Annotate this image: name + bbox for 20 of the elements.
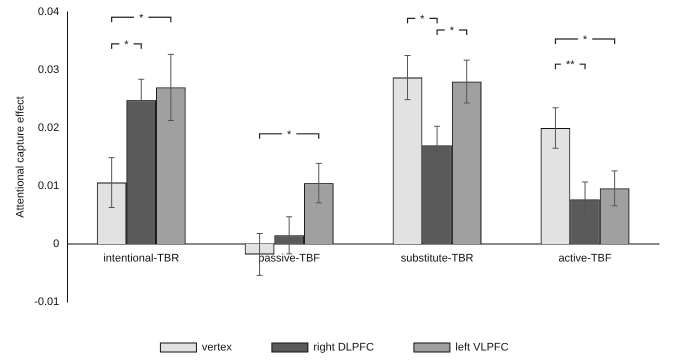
annotation: ** <box>566 59 576 72</box>
legend-label: right DLPFC <box>313 342 374 354</box>
y-tick-label: 0.01 <box>38 180 60 192</box>
y-tick-label: -0.01 <box>34 296 60 308</box>
y-tick-label: 0.04 <box>38 6 60 18</box>
legend-label: vertex <box>202 342 232 354</box>
x-tick-label: active-TBF <box>558 252 612 265</box>
legend-label: left VLPFC <box>455 342 509 354</box>
y-axis-title: Attentional capture effect <box>14 96 27 218</box>
annotation: * <box>139 12 144 24</box>
y-tick-label: 0.02 <box>38 122 60 134</box>
y-tick-label: 0 <box>53 238 60 250</box>
annotation: * <box>450 25 455 38</box>
x-tick-label: substitute-TBR <box>400 252 474 265</box>
annotation: * <box>420 13 426 26</box>
x-tick-label: intentional-TBR <box>103 252 180 265</box>
annotation: * <box>582 34 588 46</box>
annotation: * <box>287 128 292 141</box>
y-tick-label: 0.03 <box>38 64 60 76</box>
annotation: * <box>124 38 130 51</box>
